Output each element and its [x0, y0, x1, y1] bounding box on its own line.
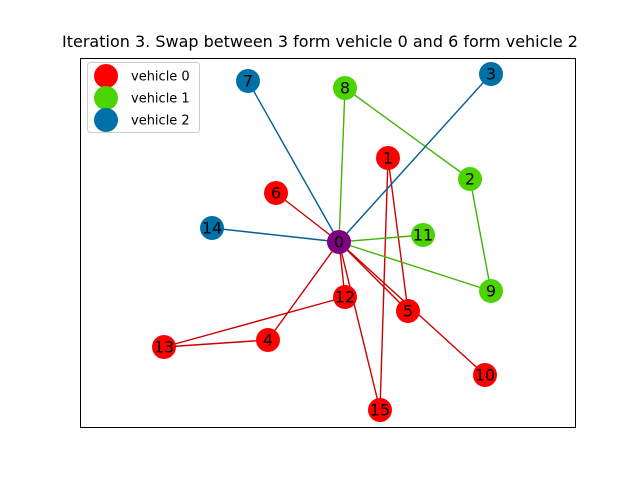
edge-0-9	[338, 241, 492, 292]
legend-marker-2	[94, 108, 118, 132]
edge-0-7	[247, 80, 340, 243]
edge-12-13	[163, 296, 346, 348]
node-label-5: 5	[403, 302, 413, 321]
edge-1-5	[387, 157, 409, 312]
node-label-11: 11	[413, 226, 433, 245]
node-14	[200, 216, 224, 240]
edge-13-4	[163, 339, 269, 348]
node-6	[264, 181, 288, 205]
node-label-4: 4	[263, 331, 273, 350]
node-12	[333, 285, 357, 309]
node-label-10: 10	[475, 366, 495, 385]
node-label-14: 14	[202, 219, 222, 238]
legend-marker-0	[94, 64, 118, 88]
node-5	[396, 299, 420, 323]
node-label-3: 3	[486, 65, 496, 84]
legend-label-2: vehicle 2	[131, 114, 190, 129]
node-label-15: 15	[370, 401, 390, 420]
legend-marker-1	[94, 86, 118, 110]
node-label-1: 1	[383, 149, 393, 168]
edge-0-6	[275, 192, 340, 243]
legend: vehicle 0 vehicle 1 vehicle 2	[87, 62, 200, 133]
node-label-2: 2	[465, 170, 475, 189]
node-11	[411, 223, 435, 247]
node-15	[368, 398, 392, 422]
node-label-13: 13	[154, 338, 174, 357]
edge-0-5	[338, 241, 409, 312]
node-label-7: 7	[243, 72, 253, 91]
node-2	[458, 167, 482, 191]
node-8	[333, 76, 357, 100]
node-4	[256, 328, 280, 352]
edge-0-8	[338, 87, 346, 243]
legend-label-0: vehicle 0	[131, 70, 190, 85]
edge-1-15	[379, 157, 389, 411]
node-label-12: 12	[335, 288, 355, 307]
node-10	[473, 363, 497, 387]
node-label-6: 6	[271, 184, 281, 203]
node-label-8: 8	[340, 79, 350, 98]
plot-frame	[80, 58, 576, 428]
edge-0-11	[338, 234, 424, 243]
node-13	[152, 335, 176, 359]
edge-0-3	[338, 73, 492, 243]
edge-2-9	[469, 178, 492, 292]
node-label-0: 0	[334, 233, 344, 252]
node-9	[479, 279, 503, 303]
node-1	[376, 146, 400, 170]
node-3	[479, 62, 503, 86]
node-7	[236, 69, 260, 93]
edge-8-2	[344, 87, 471, 180]
edge-0-14	[211, 227, 340, 243]
chart-title: Iteration 3. Swap between 3 form vehicle…	[62, 32, 578, 51]
node-0	[327, 230, 351, 254]
edge-0-4	[267, 241, 340, 341]
legend-label-1: vehicle 1	[131, 92, 190, 107]
edge-0-15	[338, 241, 381, 411]
node-label-9: 9	[486, 282, 496, 301]
